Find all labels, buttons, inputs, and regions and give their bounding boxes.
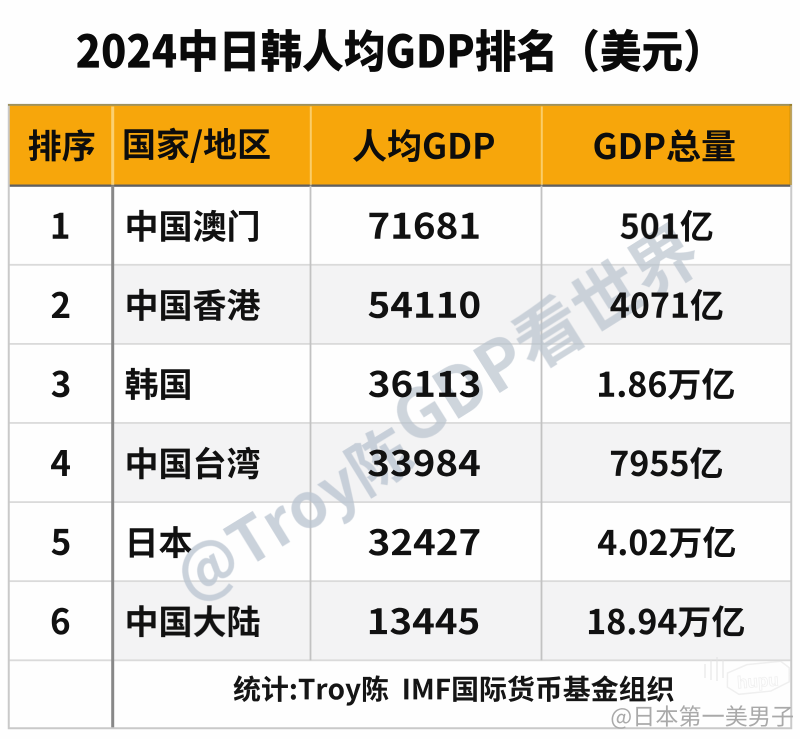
svg-text:hupu: hupu xyxy=(736,671,779,693)
